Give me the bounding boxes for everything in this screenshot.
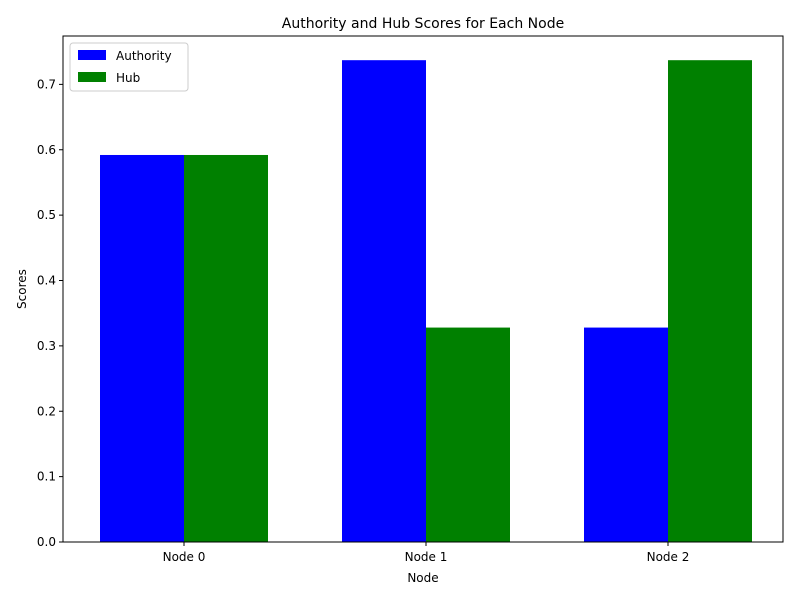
y-tick-label: 0.6 — [37, 143, 56, 157]
y-tick-label: 0.7 — [37, 77, 56, 91]
bar-authority-2 — [584, 327, 668, 542]
bar-hub-0 — [184, 154, 268, 542]
y-tick-label: 0.4 — [37, 274, 56, 288]
bar-hub-2 — [668, 60, 752, 542]
y-tick-label: 0.0 — [37, 535, 56, 549]
y-tick-label: 0.1 — [37, 470, 56, 484]
chart-title: Authority and Hub Scores for Each Node — [282, 16, 564, 32]
bar-hub-1 — [426, 327, 510, 542]
legend: Authority Hub — [69, 42, 189, 92]
y-axis-ticks: 0.0 0.1 0.2 0.3 0.4 0.5 0.6 0.7 — [37, 77, 63, 549]
y-tick-label: 0.3 — [37, 339, 56, 353]
legend-swatch-hub — [78, 72, 106, 82]
x-axis-label: Node — [407, 571, 438, 585]
legend-swatch-authority — [78, 50, 106, 60]
bars — [100, 60, 752, 542]
y-tick-label: 0.2 — [37, 404, 56, 418]
x-axis-ticks: Node 0 Node 1 Node 2 — [163, 542, 690, 564]
legend-label-hub: Hub — [116, 71, 140, 85]
bar-authority-0 — [100, 154, 184, 542]
x-tick-label: Node 0 — [163, 550, 206, 564]
legend-label-authority: Authority — [116, 49, 172, 63]
y-tick-label: 0.5 — [37, 208, 56, 222]
bar-authority-1 — [342, 60, 426, 542]
y-axis-label: Scores — [15, 269, 29, 309]
x-tick-label: Node 1 — [405, 550, 448, 564]
plot-frame — [62, 35, 784, 543]
x-tick-label: Node 2 — [647, 550, 690, 564]
